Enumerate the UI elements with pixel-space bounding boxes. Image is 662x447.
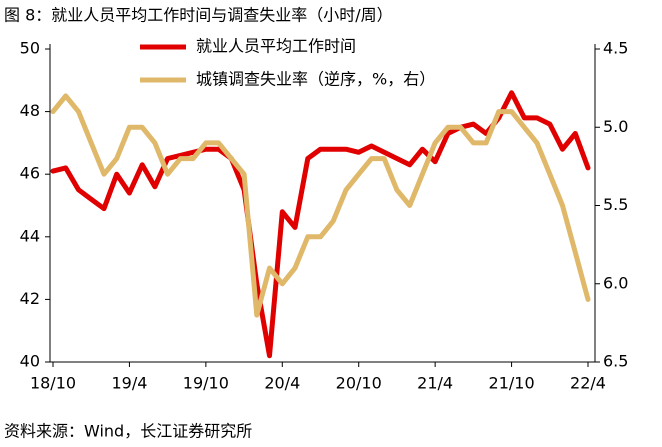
x-tick-label: 19/4: [111, 374, 147, 393]
y-tick-label: 48: [20, 101, 40, 120]
x-tick-label: 20/10: [336, 374, 382, 393]
y2-tick-label: 5.5: [603, 195, 628, 214]
y2-tick-label: 6.5: [603, 352, 628, 371]
x-tick-label: 22/4: [570, 374, 606, 393]
y2-tick-label: 6.0: [603, 273, 628, 292]
y2-tick-label: 5.0: [603, 117, 628, 136]
y-tick-label: 42: [20, 289, 40, 308]
x-tick-label: 19/10: [183, 374, 229, 393]
x-tick-label: 18/10: [30, 374, 76, 393]
series-line: [50, 93, 591, 318]
series-line: [50, 90, 591, 359]
chart-title: 图 8：就业人员平均工作时间与调查失业率（小时/周）: [4, 6, 393, 25]
y2-tick-label: 4.5: [603, 39, 628, 58]
y-tick-label: 40: [20, 352, 40, 371]
x-tick-label: 20/4: [264, 374, 300, 393]
y-tick-label: 50: [20, 39, 40, 58]
x-tick-label: 21/10: [489, 374, 535, 393]
legend-label: 城镇调查失业率（逆序，%，右）: [196, 70, 435, 89]
y-tick-label: 44: [20, 226, 40, 245]
legend-label: 就业人员平均工作时间: [196, 37, 356, 56]
y-tick-label: 46: [20, 164, 40, 183]
source-note: 资料来源：Wind，长江证券研究所: [4, 422, 252, 441]
x-tick-label: 21/4: [417, 374, 453, 393]
